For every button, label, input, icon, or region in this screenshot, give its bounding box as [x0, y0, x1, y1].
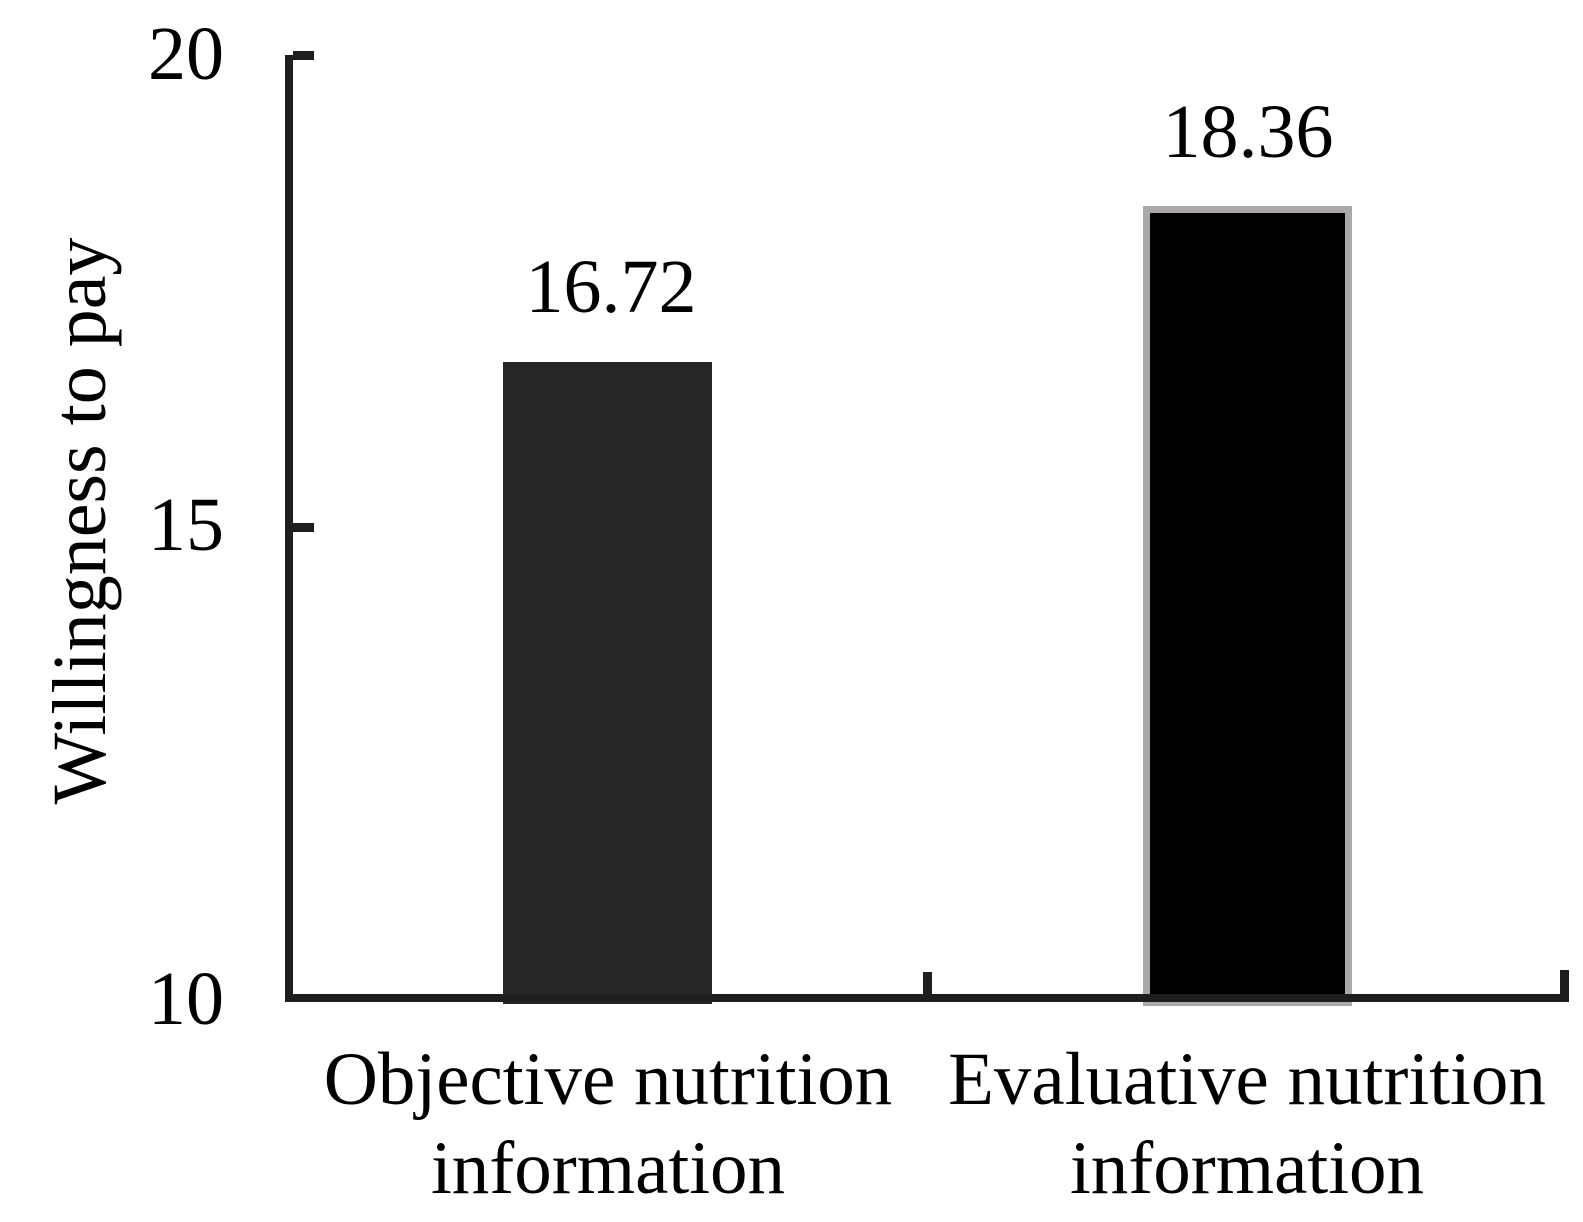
x-category-label-objective: Objective nutrition information	[278, 1035, 938, 1213]
value-label-objective: 16.72	[525, 245, 697, 329]
x-axis-line	[285, 994, 1569, 1002]
y-tick-mark-15	[293, 523, 314, 532]
y-tick-label-20: 20	[148, 12, 224, 96]
y-tick-label-15: 15	[148, 483, 224, 567]
x-category-label-evaluative: Evaluative nutrition information	[917, 1035, 1577, 1213]
value-label-evaluative: 18.36	[1162, 90, 1334, 174]
x-category-label-evaluative-line2: information	[1069, 1127, 1425, 1210]
y-tick-label-10: 10	[148, 957, 224, 1041]
bar-objective-nutrition	[503, 362, 712, 1004]
x-category-label-evaluative-line1: Evaluative nutrition	[948, 1038, 1546, 1121]
x-tick-mark-axis-end	[1560, 970, 1569, 994]
x-category-label-objective-line2: information	[430, 1127, 786, 1210]
x-tick-mark-category-boundary	[923, 972, 932, 994]
y-axis-line	[285, 55, 293, 1002]
y-tick-mark-20	[293, 51, 314, 60]
x-category-label-objective-line1: Objective nutrition	[323, 1038, 893, 1121]
bar-evaluative-nutrition	[1143, 206, 1352, 1006]
